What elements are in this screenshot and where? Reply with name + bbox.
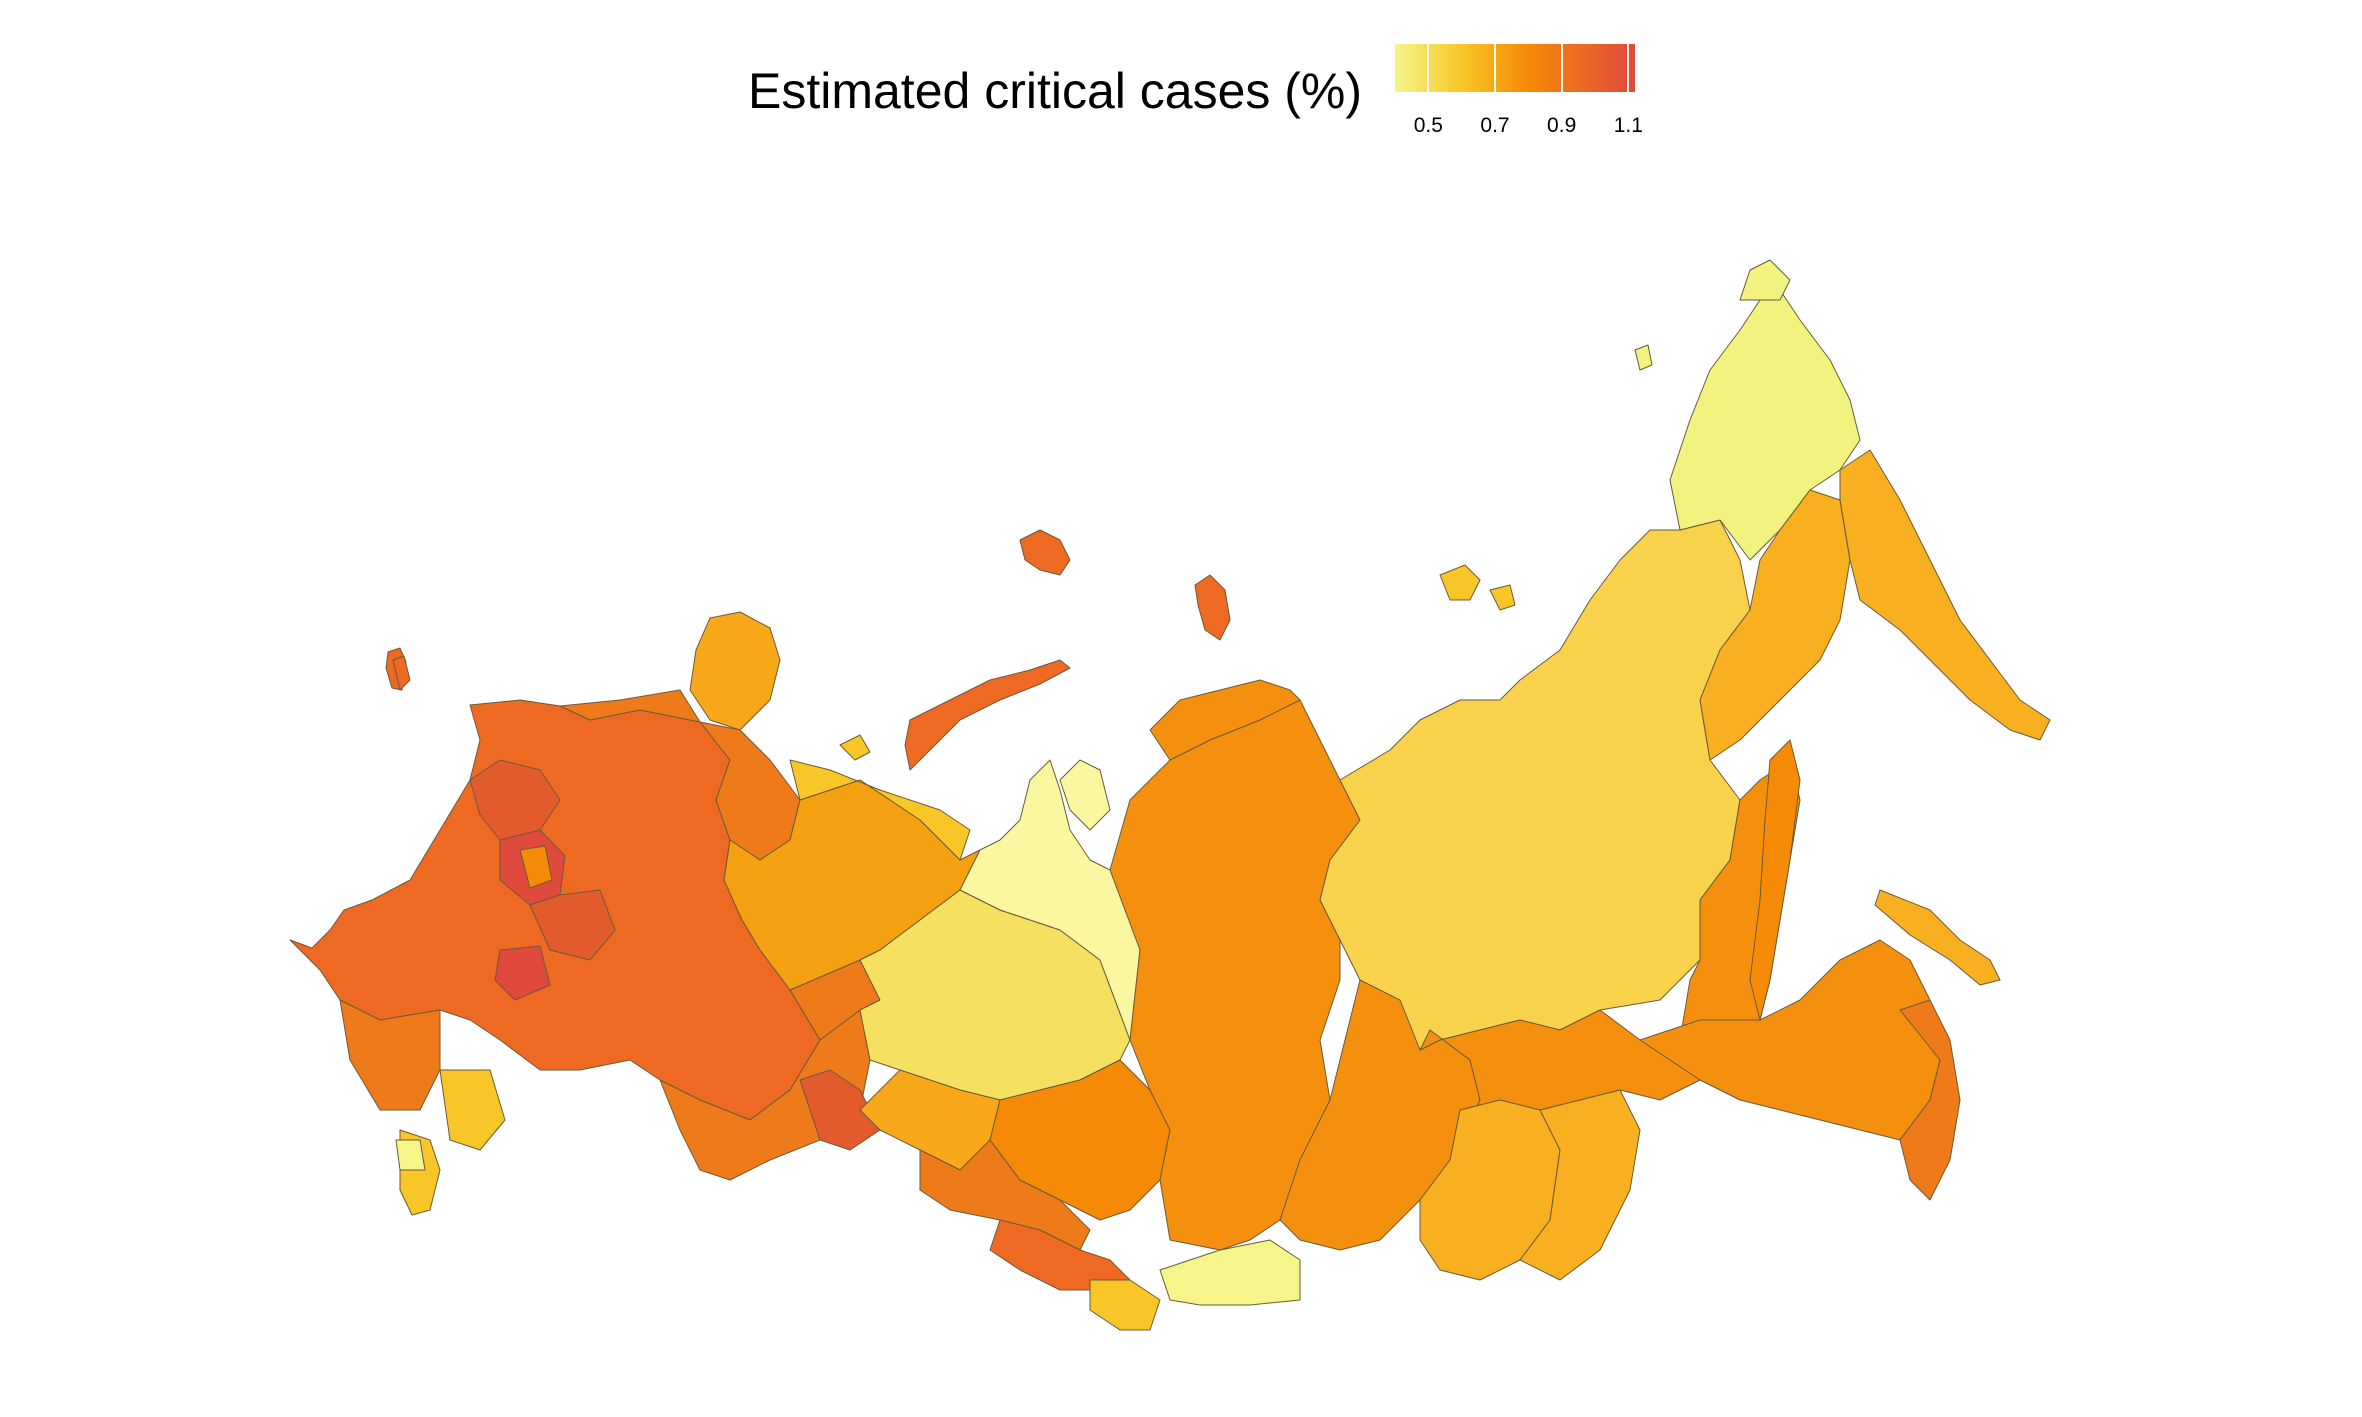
legend-tick-label: 0.7: [1480, 114, 1510, 137]
legend-gradient-bar: [1395, 44, 1635, 92]
region: [529, 889, 616, 961]
region: [1634, 344, 1653, 371]
region: [1159, 1239, 1301, 1306]
region: [1319, 519, 1751, 1051]
region: [959, 759, 1141, 1041]
region: [395, 1139, 426, 1171]
legend-tick-mark: [1427, 44, 1430, 92]
region: [1019, 529, 1071, 576]
region: [339, 999, 441, 1111]
region: [1519, 1089, 1641, 1281]
region: [1194, 574, 1231, 641]
legend-tick-label: 0.5: [1413, 114, 1443, 137]
region: [469, 759, 561, 841]
region: [494, 945, 551, 1001]
region: [1749, 739, 1801, 1021]
region: [1874, 889, 2001, 986]
region: [1439, 564, 1481, 601]
region: [519, 845, 553, 889]
region: [439, 1069, 506, 1151]
region: [689, 611, 781, 731]
legend-tick-mark: [1627, 44, 1630, 92]
region: [1089, 1279, 1161, 1331]
region: [1899, 999, 1961, 1201]
region-layer: [289, 259, 2051, 1331]
region: [1699, 489, 1851, 761]
region: [1149, 679, 1301, 761]
region: [839, 734, 871, 761]
region: [392, 655, 411, 691]
map-title: Estimated critical cases (%): [748, 63, 1363, 119]
region: [789, 759, 971, 861]
region: [1739, 259, 1791, 301]
legend-tick-mark: [1560, 44, 1563, 92]
region: [919, 1139, 1091, 1251]
region: [659, 1009, 871, 1181]
region: [904, 659, 1071, 771]
color-legend: 0.5 0.7 0.9 1.1: [1395, 44, 1645, 144]
region: [1839, 449, 2051, 741]
legend-tick-label: 0.9: [1547, 114, 1577, 137]
region: [1059, 759, 1111, 831]
region: [1669, 289, 1861, 561]
legend-tick-mark: [1494, 44, 1496, 92]
region: [1489, 584, 1516, 611]
legend-tick-label: 1.1: [1613, 114, 1643, 137]
